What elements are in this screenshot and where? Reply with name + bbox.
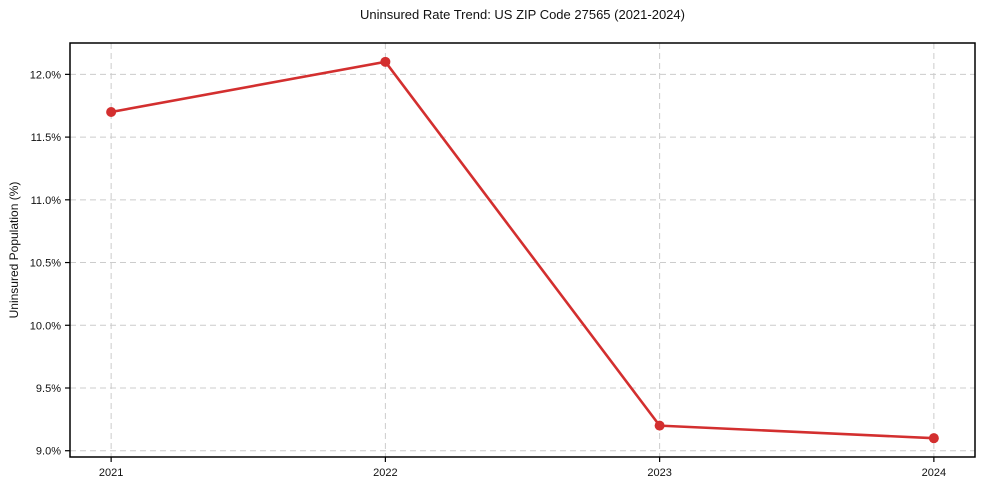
data-point	[928, 433, 939, 444]
y-tick-label: 10.5%	[30, 258, 61, 270]
y-tick-label: 9.5%	[36, 383, 61, 395]
data-point	[380, 56, 391, 67]
data-point	[654, 420, 665, 431]
chart-title: Uninsured Rate Trend: US ZIP Code 27565 …	[360, 7, 685, 22]
x-tick-label: 2022	[373, 467, 397, 479]
x-tick-label: 2023	[647, 467, 671, 479]
x-tick-label: 2024	[922, 467, 946, 479]
y-tick-label: 12.0%	[30, 69, 61, 81]
trend-line	[109, 60, 936, 440]
y-tick-label: 10.0%	[30, 320, 61, 332]
x-tick-label: 2021	[99, 467, 123, 479]
y-tick-label: 9.0%	[36, 446, 61, 458]
y-tick-label: 11.0%	[31, 195, 62, 207]
plot-border	[69, 42, 976, 458]
y-tick-label: 11.5%	[31, 132, 62, 144]
data-point	[106, 107, 117, 117]
